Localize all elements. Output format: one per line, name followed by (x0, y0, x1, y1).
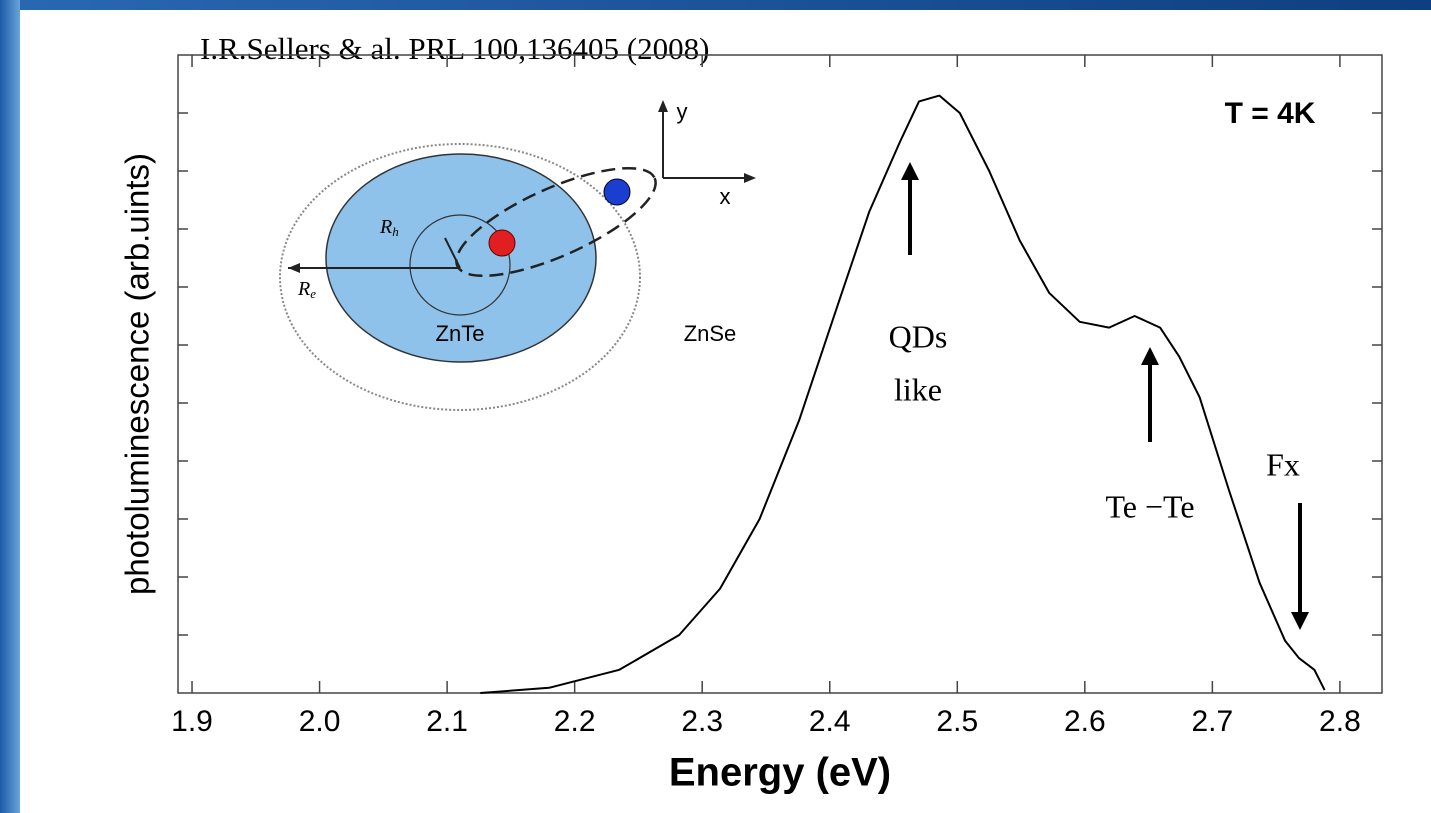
arrows (908, 175, 1302, 615)
annotation: Fx (1266, 446, 1300, 482)
x-tick-label: 2.6 (1064, 705, 1106, 738)
x-axis-label: Energy (eV) (669, 751, 891, 795)
rh-label: Rh (379, 216, 399, 239)
left-band (0, 0, 20, 813)
rh-arrow (444, 237, 461, 269)
x-tick-label: 2.2 (554, 705, 596, 738)
znte-core (325, 153, 597, 363)
exciton-path (455, 166, 657, 278)
x-head (744, 173, 756, 183)
y-dir-label: y (677, 99, 688, 124)
x-tick-label: 2.8 (1319, 705, 1361, 738)
x-tick-label: 2.1 (426, 705, 468, 738)
pl-curve (480, 94, 1326, 694)
citation: I.R.Sellers & al. PRL 100,136405 (2008) (200, 31, 709, 66)
plot-frame (177, 54, 1383, 694)
arrow-heads (901, 162, 1309, 630)
x-tick-label: 2.4 (809, 705, 851, 738)
y-minor-ticks (178, 112, 1382, 636)
re-sub: e (310, 286, 316, 301)
x-tick-label: 2.3 (681, 705, 723, 738)
re: R (297, 278, 310, 300)
re-head (288, 263, 300, 273)
rh-sub: h (392, 224, 399, 239)
re-label: Re (297, 278, 316, 301)
x-tick-label: 1.9 (171, 705, 213, 738)
x-tick-label: 2.0 (299, 705, 341, 738)
znte-label: ZnTe (436, 321, 485, 346)
znse-shell (279, 143, 641, 411)
electron (603, 178, 631, 206)
x-tick-label: 2.7 (1192, 705, 1234, 738)
top-band (0, 0, 1431, 10)
rh: R (379, 216, 392, 238)
annotation: QDs (889, 318, 948, 354)
inset: ZnTe ZnSe x y Rh Re (279, 99, 756, 411)
annotation: like (894, 371, 942, 407)
temperature: T = 4K (1225, 97, 1316, 130)
hole-orbit (409, 214, 511, 316)
x-dir-label: x (720, 184, 731, 209)
znse-label: ZnSe (684, 321, 737, 346)
y-axis-label: photoluminescence (arb.uints) (119, 153, 156, 595)
y-head (658, 100, 668, 112)
x-tick-label: 2.5 (936, 705, 978, 738)
annotation: Te −Te (1105, 488, 1194, 524)
hole (488, 229, 516, 257)
